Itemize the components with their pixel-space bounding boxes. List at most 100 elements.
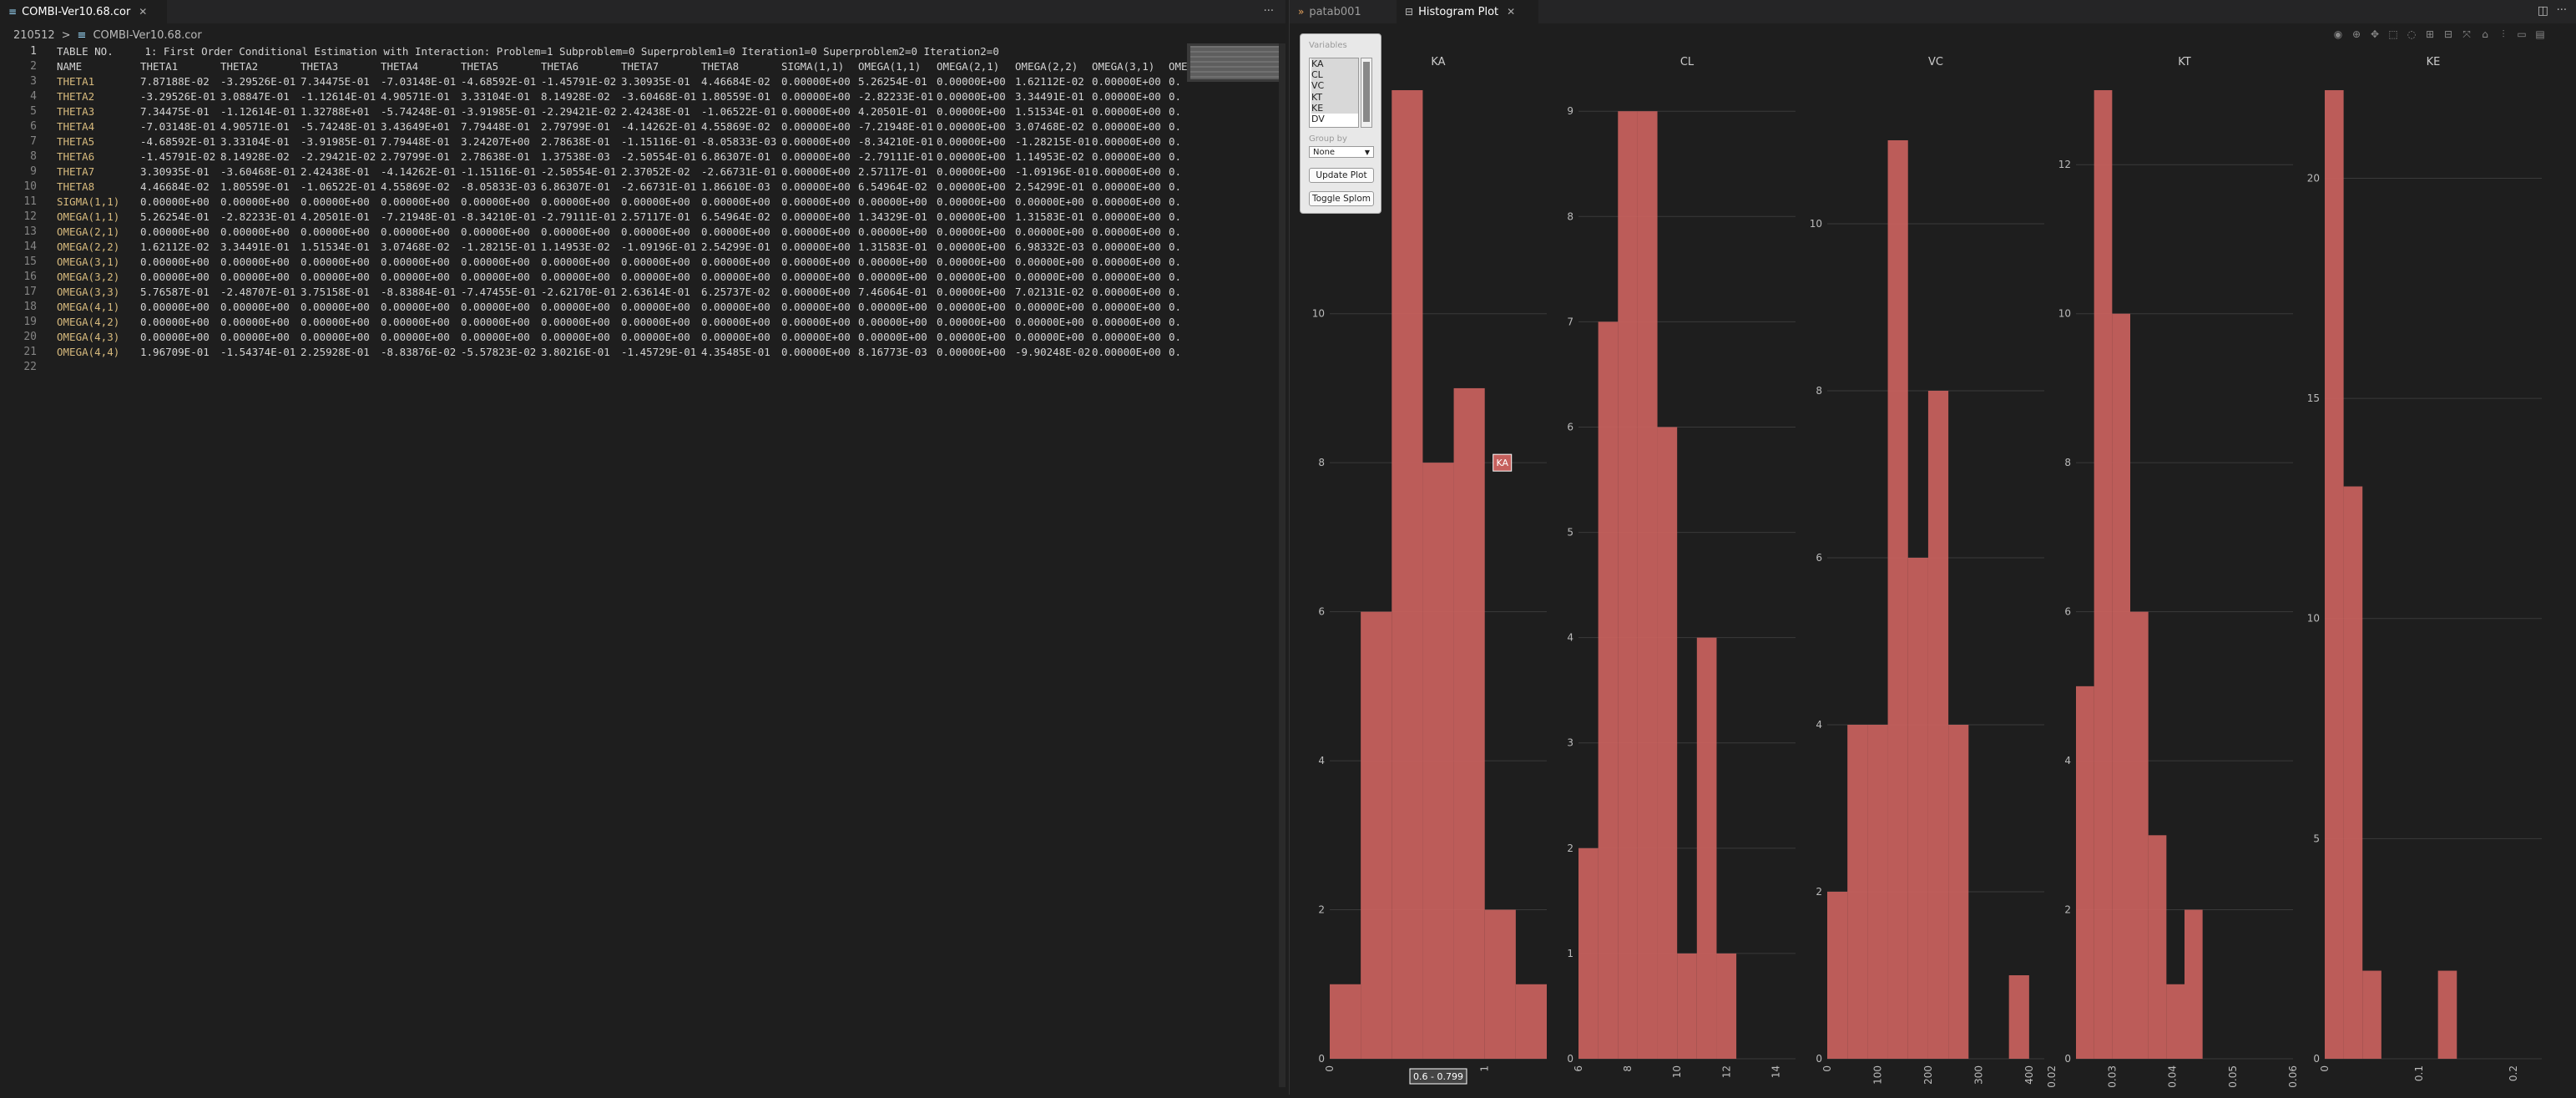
tab-combi-cor[interactable]: ≡ COMBI-Ver10.68.cor ✕ (0, 0, 167, 23)
x-tick-label: 0.05 (2227, 1065, 2239, 1088)
table-cell: 6.54964E-02 (701, 210, 770, 223)
variable-item[interactable]: KT (1311, 91, 1358, 103)
table-cell: 0.00000E+00 (461, 195, 530, 208)
x-tick-label: 6 (1573, 1065, 1584, 1072)
code-area[interactable]: 1 TABLE NO. 1: First Order Conditional Es… (0, 43, 1188, 1087)
y-tick-label: 2 (1567, 842, 1573, 854)
histogram-bar (2166, 984, 2185, 1059)
table-cell: 0.00000E+00 (937, 120, 1006, 133)
plot-modebar: ◉ ⊕ ✥ ⬚ ◌ ⊞ ⊟ ⤧ ⌂ ⫶ ▭ ▤ (2331, 28, 2547, 40)
minimap-line (1190, 66, 1280, 68)
table-cell: 4.35485E-01 (701, 346, 770, 358)
variable-list[interactable]: KA CL VC KT KE DV (1309, 58, 1359, 128)
x-tick-label: 0 (1324, 1065, 1336, 1072)
y-tick-label: 0 (1816, 1053, 1822, 1065)
line-number: 17 (23, 286, 37, 298)
table-cell: 0.00000E+00 (1092, 225, 1161, 238)
breadcrumb-file[interactable]: COMBI-Ver10.68.cor (93, 28, 202, 42)
tab-patab001[interactable]: » patab001 (1290, 0, 1390, 23)
column-header: OMEGA(3,1) (1092, 60, 1155, 73)
table-cell: 0.00000E+00 (701, 301, 770, 313)
table-cell: 0.00000E+00 (937, 150, 1006, 163)
zoom-out-icon[interactable]: ⊟ (2443, 28, 2453, 40)
column-header: THETA3 (301, 60, 339, 73)
breadcrumb-separator: > (61, 28, 71, 42)
minimap[interactable] (1187, 43, 1284, 82)
table-cell: -5.74248E-01 (301, 120, 376, 133)
variable-item[interactable]: CL (1311, 69, 1358, 81)
minimap-line (1190, 76, 1280, 78)
close-icon[interactable]: ✕ (1507, 6, 1516, 18)
table-cell: 6.25737E-02 (701, 286, 770, 298)
x-tick-label: 8 (1622, 1065, 1634, 1072)
tab-histogram-plot[interactable]: ⊟ Histogram Plot ✕ (1397, 0, 1538, 23)
table-cell: 5.26254E-01 (858, 75, 927, 88)
chevron-down-icon: ▼ (1364, 149, 1370, 156)
table-cell: 0. (1169, 75, 1182, 88)
variable-item[interactable]: KE (1311, 102, 1358, 114)
table-cell: 0.00000E+00 (1092, 210, 1161, 223)
lasso-icon[interactable]: ◌ (2407, 28, 2417, 40)
table-cell: -7.47455E-01 (461, 286, 537, 298)
vertical-scrollbar[interactable] (1279, 43, 1285, 1087)
breadcrumb-folder[interactable]: 210512 (13, 28, 55, 42)
minimap-line (1190, 49, 1280, 51)
column-header: OMEGA(1,1) (858, 60, 922, 73)
x-tick-label: 12 (1720, 1065, 1732, 1078)
table-cell: 0.00000E+00 (381, 301, 450, 313)
minimap-line (1190, 64, 1280, 66)
histogram-pane: » patab001 ⊟ Histogram Plot ✕ ◫ ··· 0 2 4 6… (1289, 0, 2576, 1095)
table-cell: 0.00000E+00 (937, 180, 1006, 193)
variable-item[interactable]: KA (1311, 58, 1358, 70)
minimap-line (1190, 46, 1280, 48)
variable-item[interactable]: DV (1311, 113, 1325, 124)
line-number: 22 (23, 361, 37, 373)
table-cell: 2.79799E-01 (541, 120, 610, 133)
table-cell: 0. (1169, 120, 1182, 133)
group-by-select[interactable]: None ▼ (1309, 146, 1374, 158)
table-cell: 0. (1169, 105, 1182, 118)
table-cell: 0.00000E+00 (937, 210, 1006, 223)
column-header: OME (1169, 60, 1188, 73)
hover-compare-icon[interactable]: ▤ (2535, 28, 2545, 40)
table-cell: -7.03148E-01 (381, 75, 457, 88)
camera-icon[interactable]: ◉ (2333, 28, 2343, 40)
minimap-line (1190, 61, 1280, 63)
autoscale-icon[interactable]: ⤧ (2462, 28, 2471, 40)
more-actions-icon[interactable]: ··· (2556, 4, 2567, 17)
table-cell: 3.33104E-01 (220, 135, 290, 148)
histogram-bar (1578, 848, 1599, 1059)
toggle-splom-button[interactable]: Toggle Splom (1309, 191, 1374, 206)
table-cell: 0.00000E+00 (858, 256, 927, 268)
split-editor-icon[interactable]: ◫ (2537, 4, 2548, 18)
table-cell: 0.00000E+00 (1092, 165, 1161, 178)
box-select-icon[interactable]: ⬚ (2388, 28, 2398, 40)
update-plot-button[interactable]: Update Plot (1309, 168, 1374, 183)
variable-item[interactable]: VC (1311, 80, 1358, 92)
more-actions-icon[interactable]: ··· (1263, 5, 1274, 18)
table-cell: 0.00000E+00 (937, 75, 1006, 88)
table-cell: -4.68592E-01 (461, 75, 537, 88)
hover-label-box (1493, 453, 1513, 472)
list-scrollbar[interactable] (1361, 58, 1372, 128)
table-cell: 3.30935E-01 (621, 75, 690, 88)
zoom-icon[interactable]: ⊕ (2351, 28, 2361, 40)
table-cell: 0.00000E+00 (541, 331, 610, 343)
table-cell: 0.00000E+00 (220, 301, 290, 313)
close-icon[interactable]: ✕ (139, 6, 148, 18)
table-cell: 0.00000E+00 (140, 256, 210, 268)
histogram-bar (1677, 953, 1697, 1059)
row-name: OMEGA(3,2) (57, 271, 120, 283)
pan-icon[interactable]: ✥ (2370, 28, 2380, 40)
hover-closest-icon[interactable]: ▭ (2517, 28, 2527, 40)
panel-title: KA (1431, 56, 1445, 68)
histogram-bar (1484, 909, 1516, 1059)
table-cell: 0.00000E+00 (937, 165, 1006, 178)
row-name: THETA3 (57, 105, 95, 118)
table-cell: -2.66731E-01 (621, 180, 697, 193)
reset-axes-icon[interactable]: ⌂ (2482, 28, 2488, 40)
zoom-in-icon[interactable]: ⊞ (2425, 28, 2435, 40)
table-cell: 0.00000E+00 (701, 225, 770, 238)
spike-lines-icon[interactable]: ⫶ (2502, 28, 2505, 40)
